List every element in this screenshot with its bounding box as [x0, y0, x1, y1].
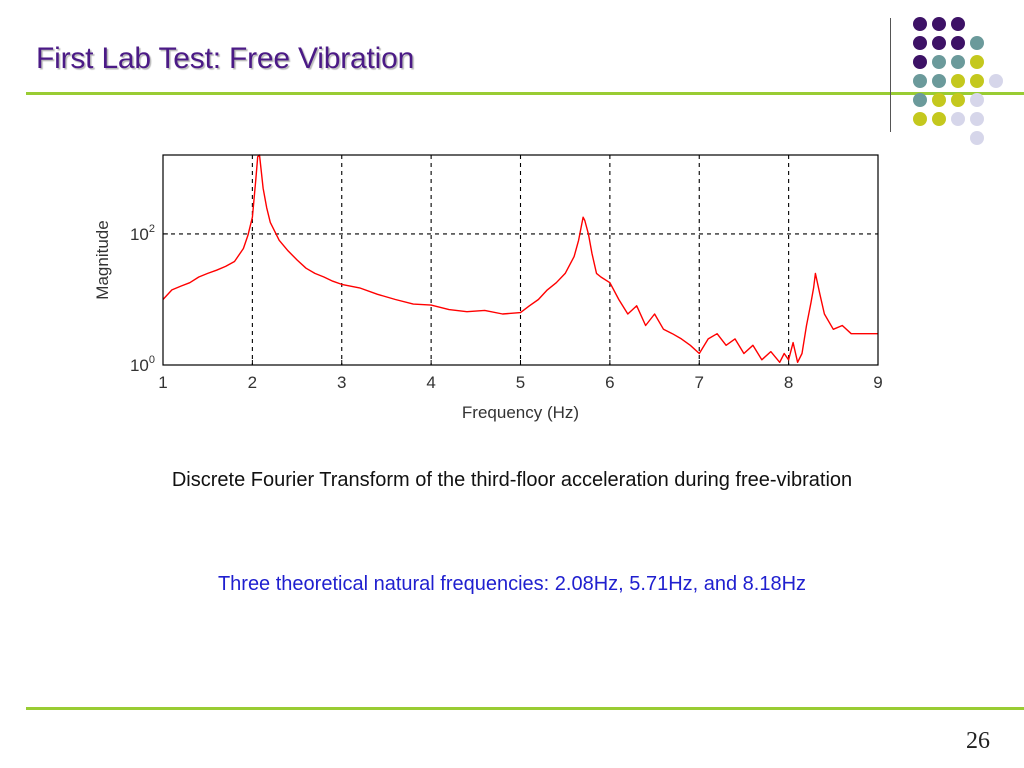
y-tick-label: 102 [130, 223, 155, 244]
x-tick-label: 7 [695, 373, 704, 392]
page-number: 26 [966, 728, 990, 754]
decor-dot [913, 36, 927, 50]
decor-dot [913, 17, 927, 31]
footer-divider [26, 707, 1024, 710]
x-tick-label: 1 [158, 373, 167, 392]
decor-dot [970, 74, 984, 88]
x-tick-label: 5 [516, 373, 525, 392]
decor-dot [970, 93, 984, 107]
x-tick-label: 2 [248, 373, 257, 392]
x-tick-label: 8 [784, 373, 793, 392]
x-tick-label: 3 [337, 373, 346, 392]
decor-dot [932, 112, 946, 126]
natural-frequencies-note: Three theoretical natural frequencies: 2… [217, 573, 807, 595]
x-tick-label: 9 [873, 373, 882, 392]
decor-dot [913, 74, 927, 88]
header-vertical-line [890, 18, 891, 132]
dft-magnitude-chart: 1 2 3 4 5 6 7 8 9 100 102 Frequency (Hz) Magnitude [93, 154, 883, 422]
decor-dot [913, 93, 927, 107]
decor-dot [951, 17, 965, 31]
magnitude-series-line [162, 154, 878, 364]
decor-dot [932, 17, 946, 31]
decor-dot [913, 112, 927, 126]
decor-dot [951, 55, 965, 69]
figure-caption: Discrete Fourier Transform of the third-… [171, 469, 853, 491]
decor-dot [970, 36, 984, 50]
decor-dot [932, 55, 946, 69]
plot-frame [162, 154, 879, 366]
decor-dot [970, 112, 984, 126]
decor-dot [951, 93, 965, 107]
decor-dot [932, 74, 946, 88]
y-axis-label: Magnitude [93, 220, 112, 299]
decor-dot [951, 112, 965, 126]
decor-dot [932, 36, 946, 50]
title-divider [26, 92, 1024, 95]
decor-dot [932, 93, 946, 107]
decor-dot [951, 36, 965, 50]
decor-dot [970, 131, 984, 145]
decor-dot [951, 74, 965, 88]
decor-dot [913, 55, 927, 69]
decor-dot [970, 55, 984, 69]
x-tick-label: 4 [426, 373, 435, 392]
slide-title: First Lab Test: Free Vibration [36, 42, 415, 75]
y-tick-label: 100 [130, 354, 155, 375]
decor-dot [989, 74, 1003, 88]
x-axis-label: Frequency (Hz) [462, 403, 579, 422]
x-tick-label: 6 [605, 373, 614, 392]
